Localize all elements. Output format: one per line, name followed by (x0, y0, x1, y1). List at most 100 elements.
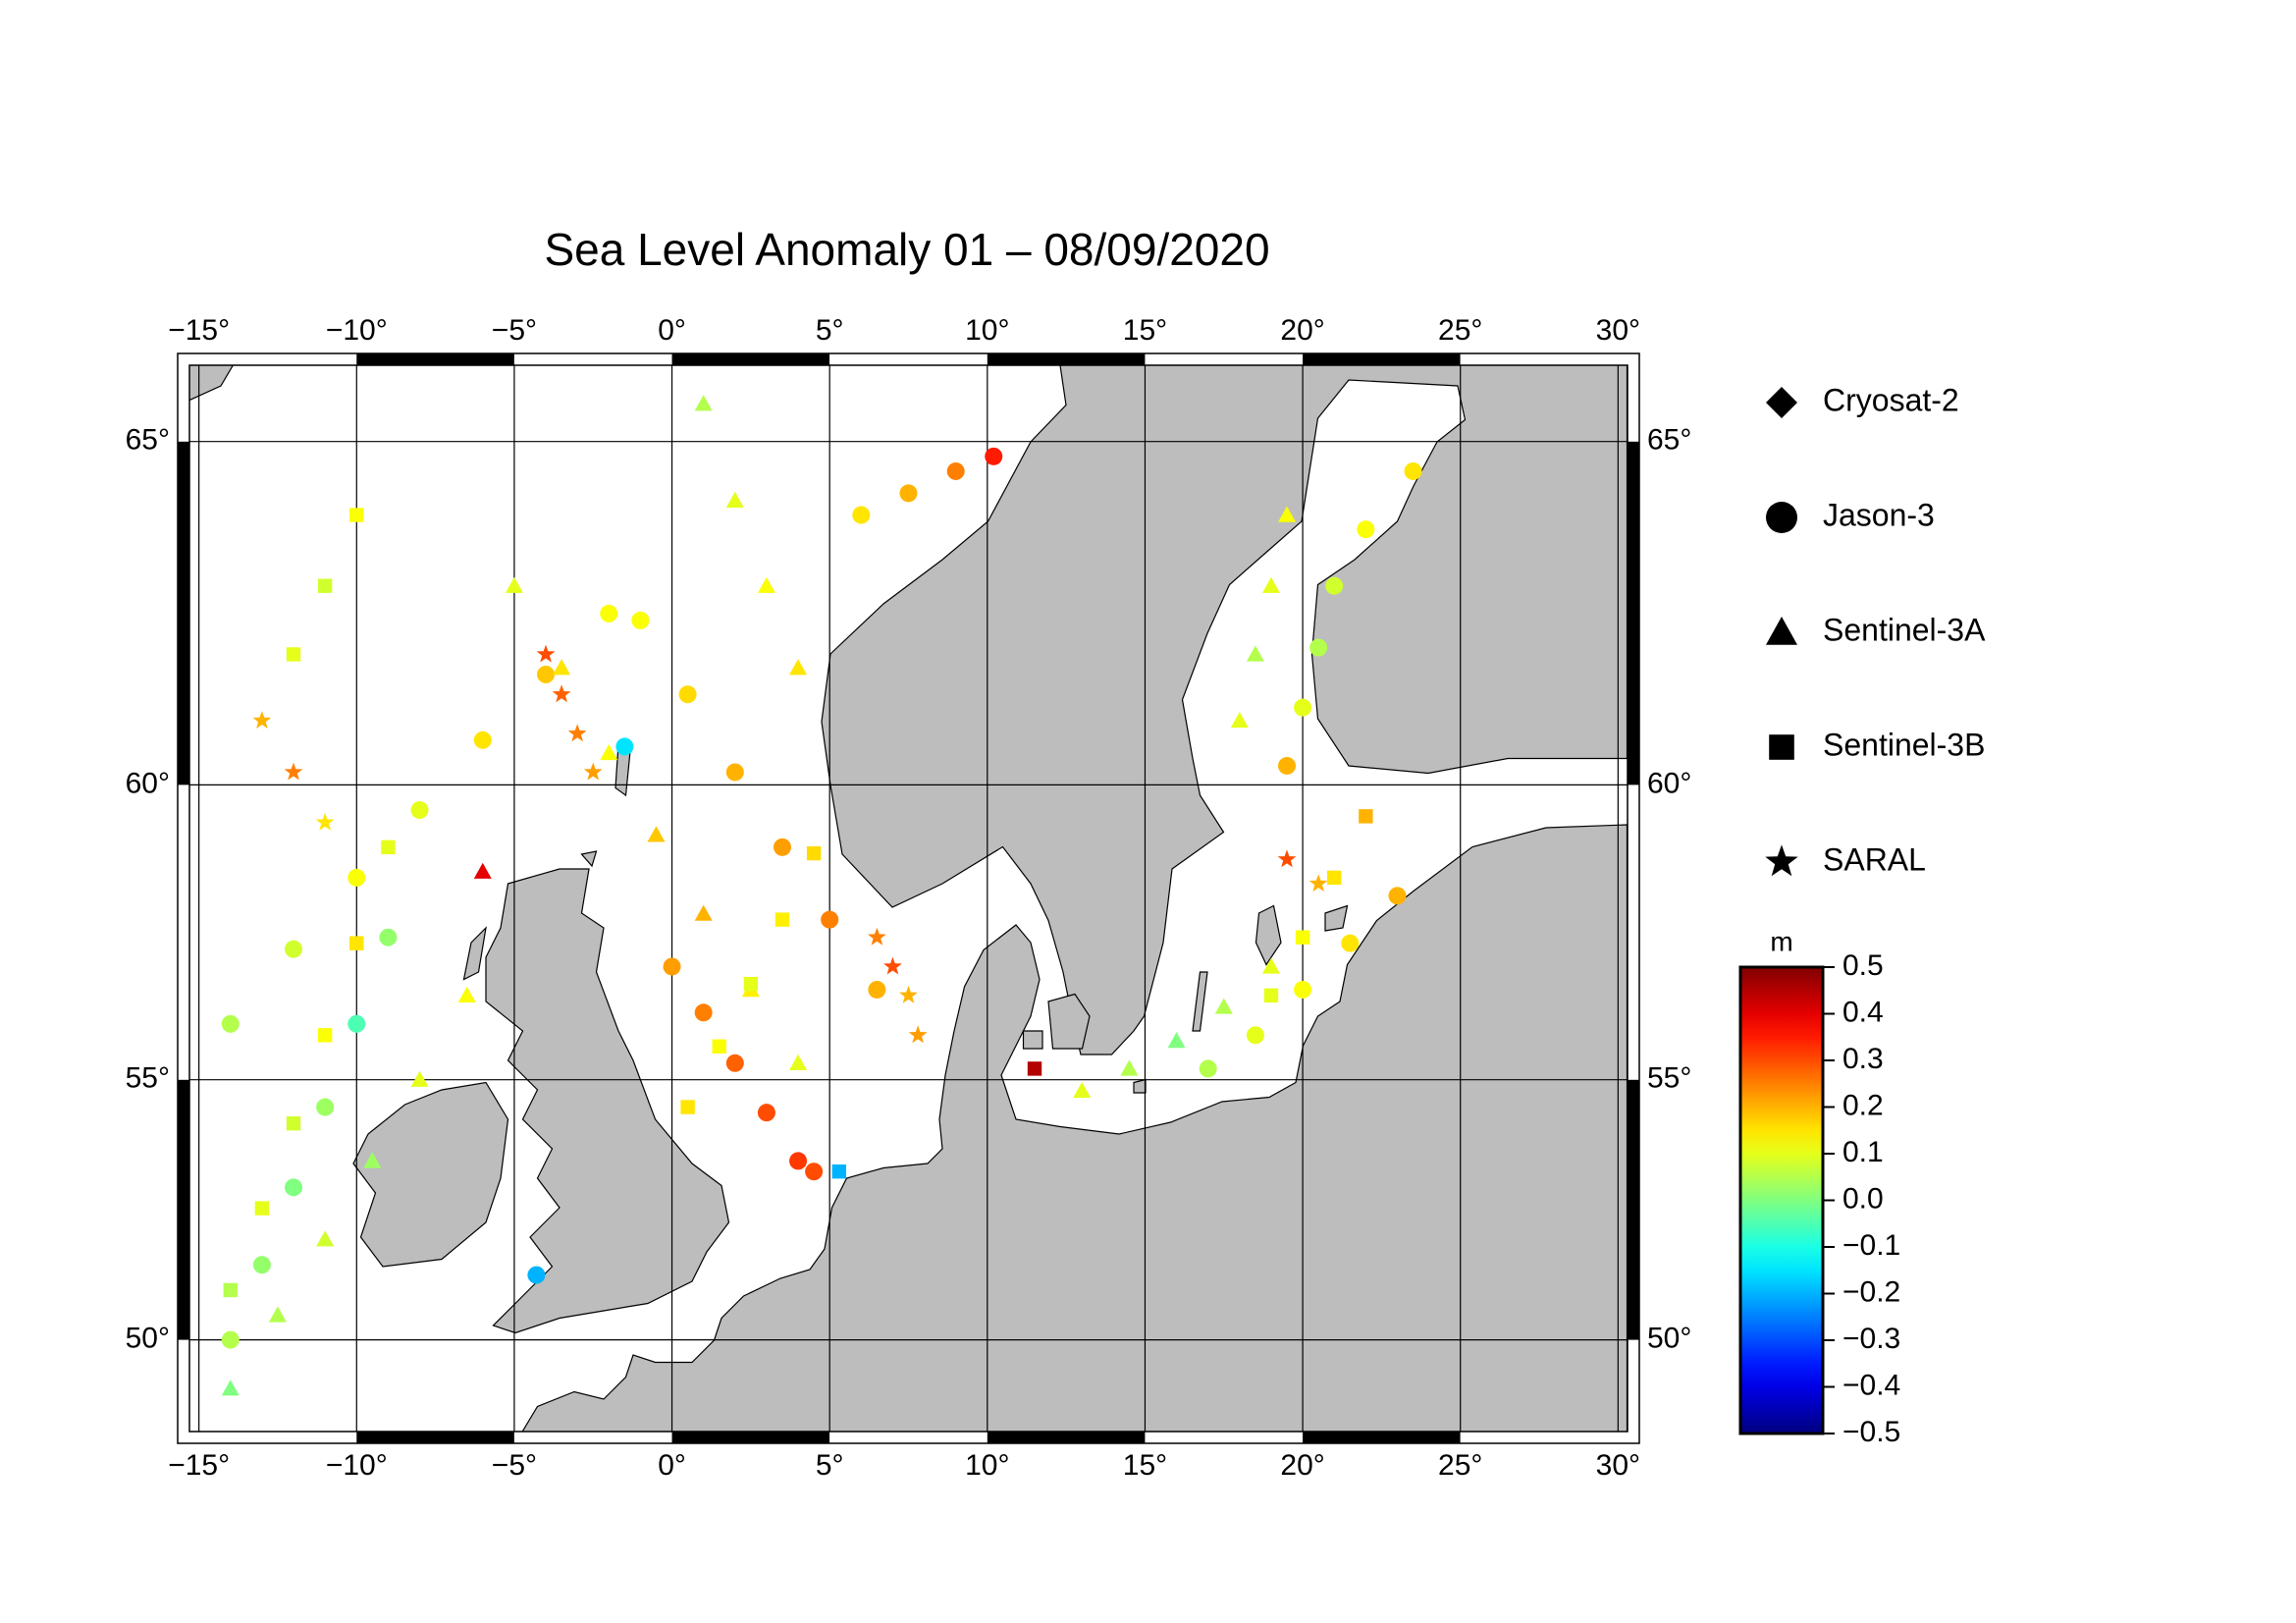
data-point (773, 838, 791, 856)
data-point (806, 845, 822, 861)
zealand (1047, 993, 1091, 1050)
y-tick-label: 50° (1647, 1323, 1691, 1355)
data-point (537, 665, 556, 683)
oland (1192, 971, 1208, 1032)
data-point (1388, 887, 1407, 905)
legend-label: Cryosat-2 (1823, 382, 1959, 417)
colorbar-unit: m (1770, 926, 1792, 956)
gotland (1255, 904, 1282, 966)
data-point (221, 1380, 240, 1396)
frame-bar (1618, 353, 1628, 365)
data-point (1167, 1032, 1186, 1049)
data-point (553, 659, 571, 676)
data-point (1263, 988, 1279, 1003)
colorbar-tick-label: −0.5 (1842, 1416, 1900, 1448)
data-point (1294, 698, 1312, 717)
data-point (985, 447, 1003, 465)
data-point (899, 484, 918, 503)
data-point (725, 491, 744, 508)
data-point (647, 826, 666, 842)
data-point (1357, 520, 1375, 539)
frame-bar (198, 1432, 357, 1443)
data-point (1277, 849, 1297, 868)
data-point (743, 976, 759, 992)
y-tick-label: 55° (126, 1062, 170, 1095)
data-point (473, 862, 492, 879)
funen (1022, 1030, 1043, 1050)
data-point (252, 711, 272, 729)
data-point (831, 1164, 847, 1179)
colorbar-tick-label: 0.2 (1842, 1089, 1884, 1121)
data-point (583, 762, 603, 781)
frame-bar (1628, 365, 1639, 442)
frame-bar (178, 441, 189, 785)
data-point (221, 1014, 240, 1033)
colorbar-tick-label: −0.2 (1842, 1275, 1900, 1308)
data-point (712, 1039, 726, 1054)
data-point (600, 604, 618, 622)
data-point (1261, 957, 1280, 974)
data-point (868, 927, 886, 946)
data-point (347, 868, 366, 887)
frame-bar (1628, 441, 1639, 785)
data-point (363, 1152, 382, 1168)
data-point (286, 1115, 301, 1131)
x-tick-label: 20° (1280, 1449, 1324, 1482)
data-point (1246, 1026, 1264, 1045)
y-tick-label: 50° (126, 1323, 170, 1355)
data-point (349, 936, 364, 950)
colorbar: m −0.5 −0.4 −0.3 −0.2 −0.1 0.0 0.1 0.2 0.3 0.4 0.5 (1738, 926, 1900, 1448)
frame-bar (513, 1432, 672, 1443)
saaremaa (1324, 904, 1349, 932)
bornholm (1133, 1078, 1147, 1094)
x-tick-label: 10° (965, 1449, 1009, 1482)
data-point (347, 1014, 366, 1033)
data-point (316, 1230, 335, 1247)
colorbar-gradient (1738, 965, 1825, 1435)
data-point (1294, 980, 1312, 999)
great-britain (485, 868, 730, 1334)
data-point (285, 940, 303, 958)
data-point (254, 1201, 270, 1216)
hebrides (462, 926, 487, 981)
data-point (694, 904, 713, 921)
x-tick-label: 20° (1280, 314, 1324, 347)
data-point (694, 395, 713, 411)
frame-inner (188, 364, 1629, 1433)
data-point (1295, 930, 1310, 945)
y-tick-label: 55° (1647, 1062, 1691, 1095)
data-point (789, 659, 808, 676)
data-point (757, 576, 775, 593)
x-tick-label: 15° (1123, 314, 1167, 347)
data-point (1278, 756, 1297, 775)
frame-bar (987, 353, 1146, 365)
legend-label: Jason-3 (1823, 497, 1935, 532)
x-tick-label: 0° (658, 314, 686, 347)
data-point (1327, 870, 1342, 886)
x-tick-label: 5° (816, 314, 844, 347)
legend-label: Sentinel-3B (1823, 727, 1985, 762)
data-point (379, 928, 398, 947)
data-point (1246, 645, 1264, 662)
frame-bar (829, 353, 988, 365)
data-point (1341, 934, 1360, 952)
colorbar-tick-label: 0.0 (1842, 1182, 1884, 1215)
frame-bar (178, 1339, 189, 1432)
ireland (352, 1081, 509, 1268)
frame-bar (189, 353, 199, 365)
frame-bar (671, 353, 830, 365)
data-point (552, 684, 571, 703)
legend-marker (1766, 387, 1797, 418)
data-point (1308, 874, 1328, 893)
x-tick-label: −10° (326, 1449, 388, 1482)
frame-bar (1145, 353, 1304, 365)
chart-title: Sea Level Anomaly 01 – 08/09/2020 (544, 224, 1269, 275)
data-point (1278, 506, 1297, 522)
data-point (805, 1163, 824, 1181)
legend: Cryosat-2 Jason-3 Sentinel-3A Sentinel-3B SA… (1765, 382, 1986, 877)
land (189, 365, 1628, 1432)
x-tick-label: −15° (168, 1449, 230, 1482)
frame-bar (829, 1432, 988, 1443)
data-point (789, 1054, 808, 1070)
legend-label: SARAL (1823, 841, 1926, 877)
